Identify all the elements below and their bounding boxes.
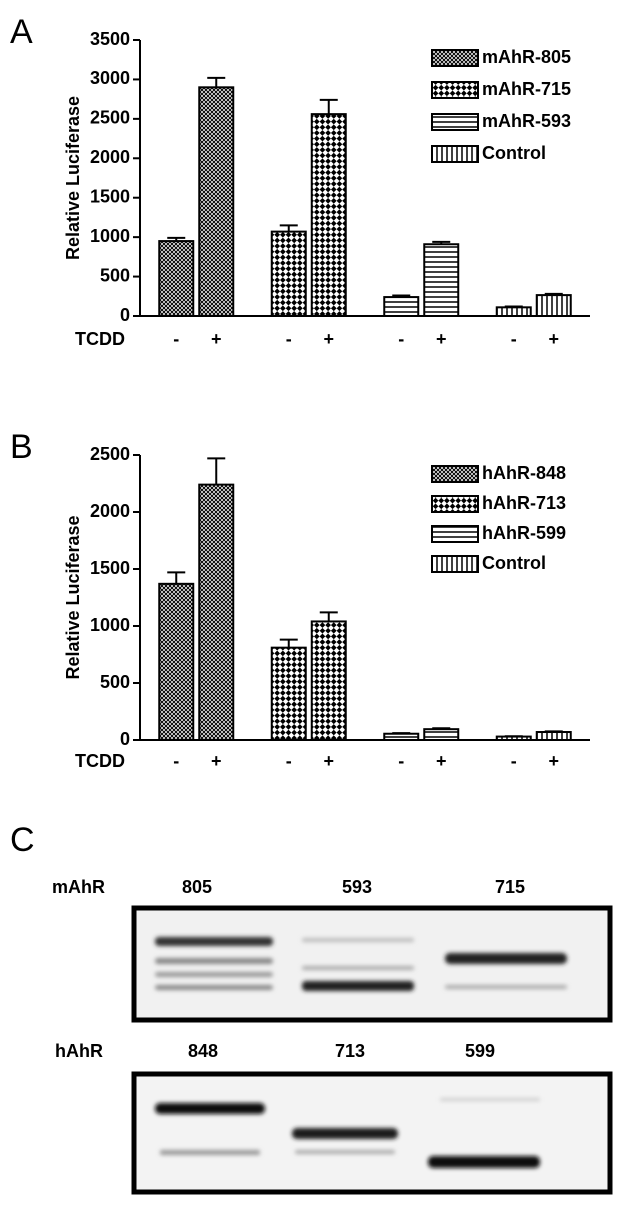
blot-image: [131, 905, 613, 1023]
x-tick-label: -: [286, 751, 292, 771]
x-tick-label: -: [398, 329, 404, 349]
bar: [158, 240, 195, 317]
y-tick-label: 3500: [90, 29, 130, 49]
bar: [383, 732, 420, 741]
y-axis-label: Relative Luciferase: [63, 96, 83, 260]
x-tick-label: +: [548, 329, 559, 349]
error-bar: [279, 638, 298, 648]
x-tick-label: -: [398, 751, 404, 771]
panel-label: B: [10, 428, 33, 466]
y-tick-label: 1000: [90, 226, 130, 246]
bar: [198, 483, 235, 742]
error-bar: [319, 98, 338, 115]
bar: [270, 230, 307, 318]
error-bar: [279, 224, 298, 232]
legend-swatch: [431, 495, 479, 513]
error-bar: [167, 571, 186, 584]
y-tick-label: 2000: [90, 147, 130, 167]
y-tick-label: 2500: [90, 108, 130, 128]
error-bar: [319, 611, 338, 622]
x-tick-label: -: [511, 329, 517, 349]
legend-label: hAhR-848: [482, 463, 566, 483]
lane-label: 593: [342, 877, 372, 897]
panel-label: C: [10, 821, 35, 859]
lane-label: 715: [495, 877, 525, 897]
y-tick-label: 2000: [90, 501, 130, 521]
legend-label: hAhR-713: [482, 493, 566, 513]
y-axis-label: Relative Luciferase: [63, 515, 83, 679]
blot-row-label: hAhR: [55, 1041, 103, 1061]
bar: [423, 243, 460, 318]
y-tick-label: 0: [120, 729, 130, 749]
bar: [158, 582, 195, 741]
error-bar: [207, 457, 226, 485]
lane-label: 599: [465, 1041, 495, 1061]
x-tick-label: -: [173, 751, 179, 771]
x-tick-label: +: [323, 751, 334, 771]
x-tick-label: -: [286, 329, 292, 349]
lane-label: 713: [335, 1041, 365, 1061]
panel-label: A: [10, 13, 33, 51]
y-tick-label: 1500: [90, 558, 130, 578]
legend-swatch: [431, 49, 479, 67]
legend-label: mAhR-805: [482, 47, 571, 67]
x-axis-label: TCDD: [75, 751, 125, 771]
lane-label: 805: [182, 877, 212, 897]
bar: [198, 86, 235, 317]
x-tick-label: +: [436, 329, 447, 349]
bar: [270, 646, 307, 741]
x-tick-label: +: [548, 751, 559, 771]
bar: [535, 294, 572, 317]
legend-swatch: [431, 145, 479, 163]
x-axis-label: TCDD: [75, 329, 125, 349]
bar: [535, 731, 572, 742]
legend-label: Control: [482, 553, 546, 573]
legend-label: hAhR-599: [482, 523, 566, 543]
legend-swatch: [431, 525, 479, 543]
x-tick-label: +: [323, 329, 334, 349]
legend-swatch: [431, 113, 479, 131]
blot-image: [131, 1071, 613, 1195]
x-tick-label: -: [511, 751, 517, 771]
y-tick-label: 3000: [90, 68, 130, 88]
x-tick-label: +: [211, 751, 222, 771]
legend-swatch: [431, 465, 479, 483]
legend-label: mAhR-593: [482, 111, 571, 131]
bar: [495, 735, 532, 742]
error-bar: [207, 76, 226, 88]
legend-label: Control: [482, 143, 546, 163]
y-tick-label: 1000: [90, 615, 130, 635]
x-tick-label: +: [436, 751, 447, 771]
bar: [423, 728, 460, 741]
y-tick-label: 2500: [90, 444, 130, 464]
lane-label: 848: [188, 1041, 218, 1061]
blot-row-label: mAhR: [52, 877, 105, 897]
bar: [383, 296, 420, 317]
bar: [495, 306, 532, 317]
y-tick-label: 500: [100, 672, 130, 692]
y-tick-label: 500: [100, 265, 130, 285]
bar: [310, 113, 347, 317]
x-tick-label: +: [211, 329, 222, 349]
legend-label: mAhR-715: [482, 79, 571, 99]
legend-swatch: [431, 81, 479, 99]
legend-swatch: [431, 555, 479, 573]
x-tick-label: -: [173, 329, 179, 349]
y-tick-label: 0: [120, 305, 130, 325]
y-tick-label: 1500: [90, 186, 130, 206]
bar: [310, 620, 347, 741]
